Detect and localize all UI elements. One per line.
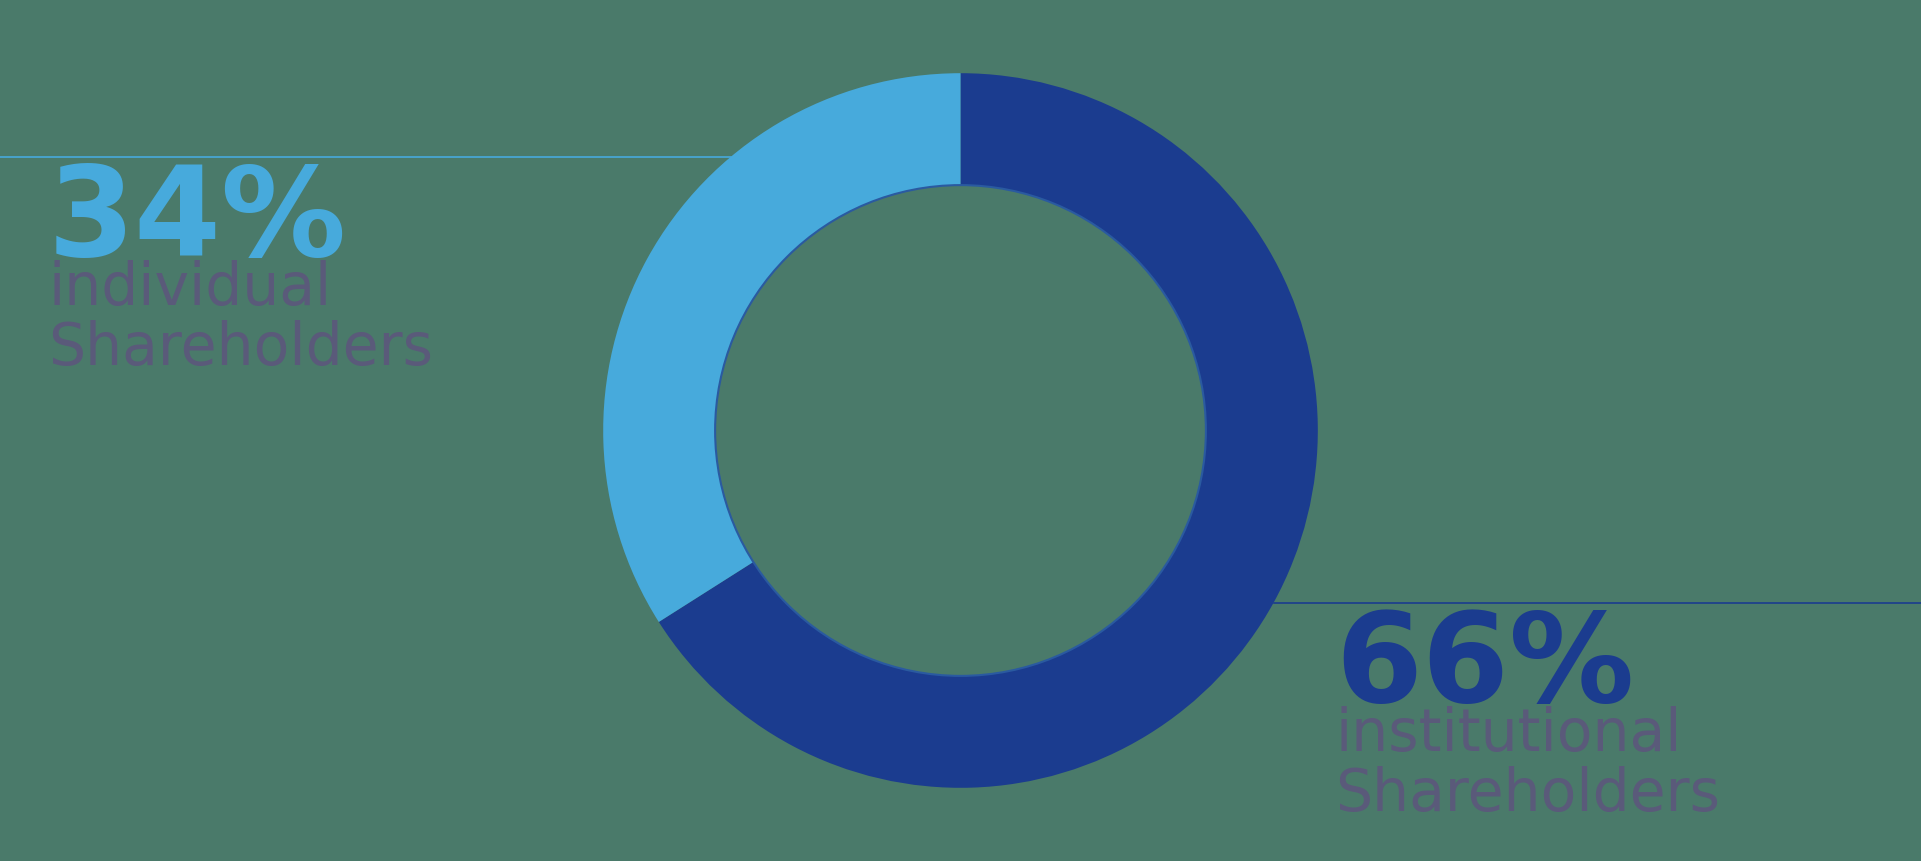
Text: 34%: 34%	[48, 161, 348, 282]
Wedge shape	[603, 73, 960, 622]
Text: individual: individual	[48, 260, 330, 317]
Text: institutional: institutional	[1335, 706, 1681, 763]
Text: 66%: 66%	[1335, 607, 1635, 728]
Wedge shape	[659, 73, 1318, 788]
Text: Shareholders: Shareholders	[48, 320, 432, 377]
Text: Shareholders: Shareholders	[1335, 766, 1719, 823]
